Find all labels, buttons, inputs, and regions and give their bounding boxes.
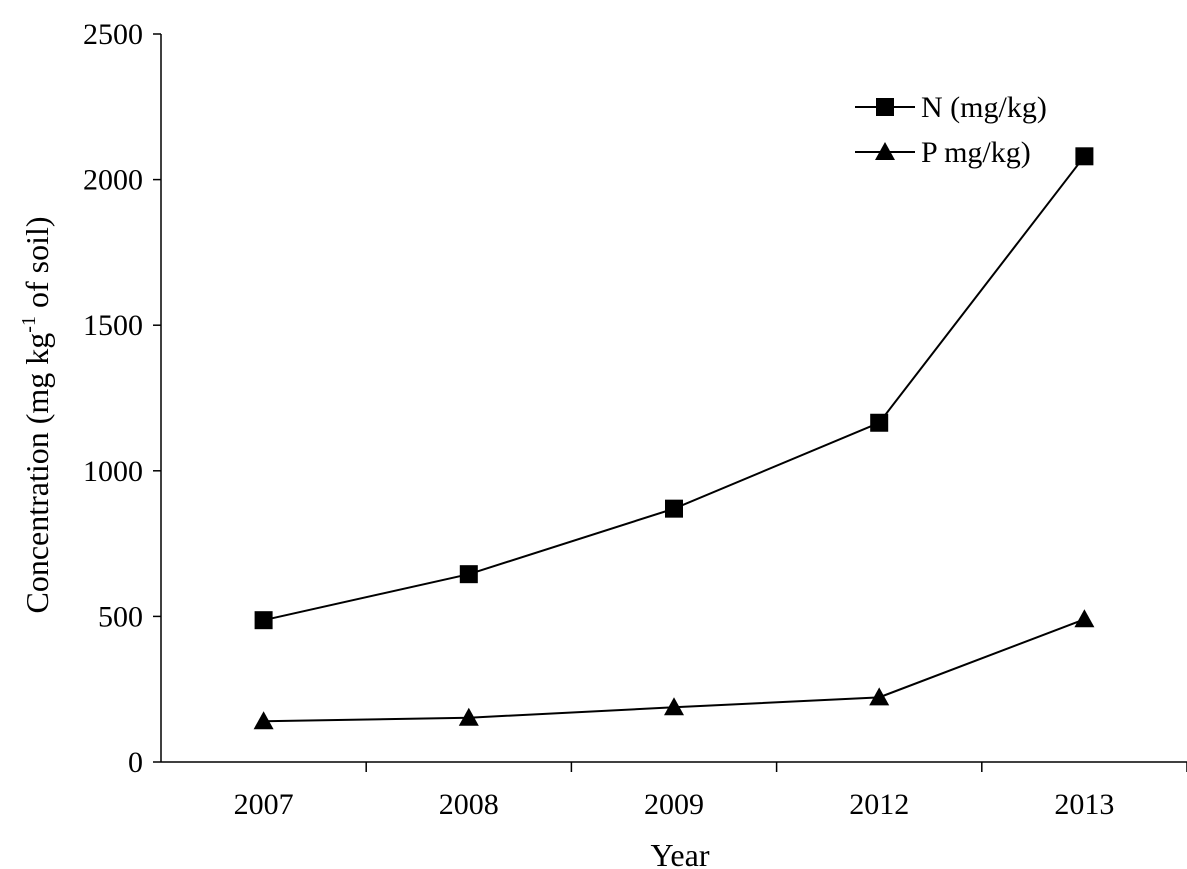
data-point-p	[458, 707, 479, 726]
y-ticks: 0 500 1000 1500 2000 2500	[83, 18, 161, 779]
y-tick-label: 1500	[83, 309, 143, 342]
legend-item-n: N (mg/kg)	[855, 91, 1047, 124]
x-tick-label: 2012	[849, 788, 909, 821]
x-tick-label: 2013	[1054, 788, 1114, 821]
legend-label: P mg/kg)	[921, 136, 1031, 169]
data-point-p	[1074, 609, 1095, 628]
data-point-n	[1075, 147, 1094, 166]
x-tick-label: 2008	[439, 788, 499, 821]
y-tick-label: 0	[128, 746, 143, 779]
data-point-n	[459, 565, 478, 584]
data-point-p	[253, 711, 274, 730]
legend-item-p: P mg/kg)	[855, 136, 1031, 169]
legend: N (mg/kg) P mg/kg)	[855, 91, 1047, 169]
axes	[160, 34, 1187, 763]
legend-label: N (mg/kg)	[921, 91, 1047, 124]
y-axis-title: Concentration (mg kg-1 of soil)	[18, 216, 55, 613]
x-tick-label: 2009	[644, 788, 704, 821]
data-point-p	[869, 687, 890, 706]
x-ticks: 2007 2008 2009 2012 2013	[234, 762, 1187, 821]
x-axis-title: Year	[651, 837, 710, 869]
y-tick-label: 2500	[83, 18, 143, 51]
data-point-n	[870, 413, 889, 432]
data-point-n	[254, 611, 273, 630]
y-tick-label: 500	[98, 600, 143, 633]
series-n	[254, 147, 1094, 630]
data-point-p	[664, 697, 684, 716]
legend-marker-p	[875, 142, 895, 160]
legend-marker-n	[876, 98, 894, 116]
series-p	[253, 609, 1095, 730]
y-tick-label: 1000	[83, 455, 143, 488]
y-axis-title-superscript: -1	[18, 316, 40, 333]
x-tick-label: 2007	[234, 788, 294, 821]
y-axis-title-prefix: Concentration (mg kg	[19, 333, 55, 614]
series-line-n	[263, 155, 1086, 622]
series-group	[253, 147, 1095, 730]
y-tick-label: 2000	[83, 164, 143, 197]
data-point-n	[665, 499, 683, 518]
y-axis-title-suffix: of soil)	[19, 216, 55, 316]
